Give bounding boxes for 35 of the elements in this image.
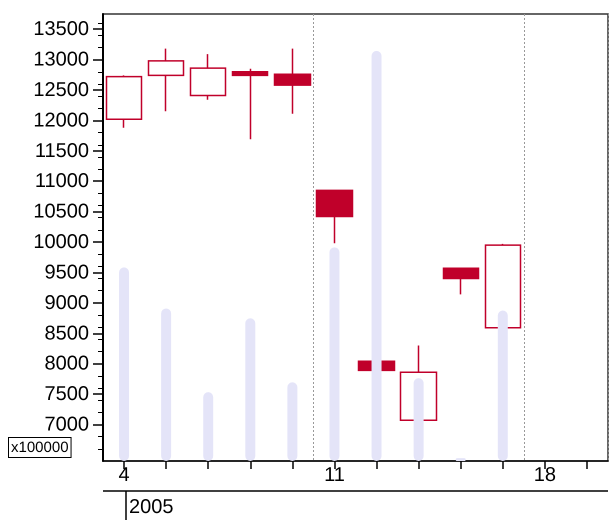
y-tick-label: 10500 — [33, 200, 89, 223]
candlestick — [190, 53, 226, 100]
y-tick-label: 13000 — [33, 48, 89, 71]
candlestick — [106, 74, 142, 128]
y-tick-label: 12000 — [33, 109, 89, 132]
candlestick — [148, 48, 184, 112]
y-tick-label: 9000 — [44, 292, 89, 314]
bar — [372, 50, 382, 461]
x-tick-label: 18 — [534, 464, 556, 486]
candlestick — [316, 190, 354, 244]
bar — [203, 392, 214, 461]
candlestick — [442, 267, 480, 296]
bar — [245, 318, 256, 461]
y-tick-label: 8000 — [44, 352, 89, 375]
candlestick — [232, 68, 268, 140]
y-tick-label: 13500 — [33, 18, 89, 40]
y-tick-label: 7500 — [44, 383, 89, 406]
y-tick-label: 11000 — [34, 170, 89, 192]
y-tick-label: 9500 — [44, 261, 89, 284]
bar — [414, 378, 424, 461]
bar — [498, 310, 508, 461]
y-tick-label: 12500 — [33, 79, 89, 102]
y-tick-label: 7000 — [44, 414, 89, 436]
bar — [287, 382, 298, 461]
y-tick-label: 8500 — [44, 322, 89, 344]
y-tick-label: 11500 — [34, 140, 89, 162]
x-tick-label: 11 — [324, 464, 345, 486]
text: x100000 — [11, 439, 69, 456]
text: 2005 — [129, 496, 174, 518]
bar — [161, 308, 172, 461]
bar — [119, 267, 130, 461]
x-tick-label: 4 — [118, 464, 130, 486]
candlestick — [274, 48, 312, 114]
bar — [329, 247, 340, 461]
y-tick-label: 10000 — [33, 231, 89, 254]
